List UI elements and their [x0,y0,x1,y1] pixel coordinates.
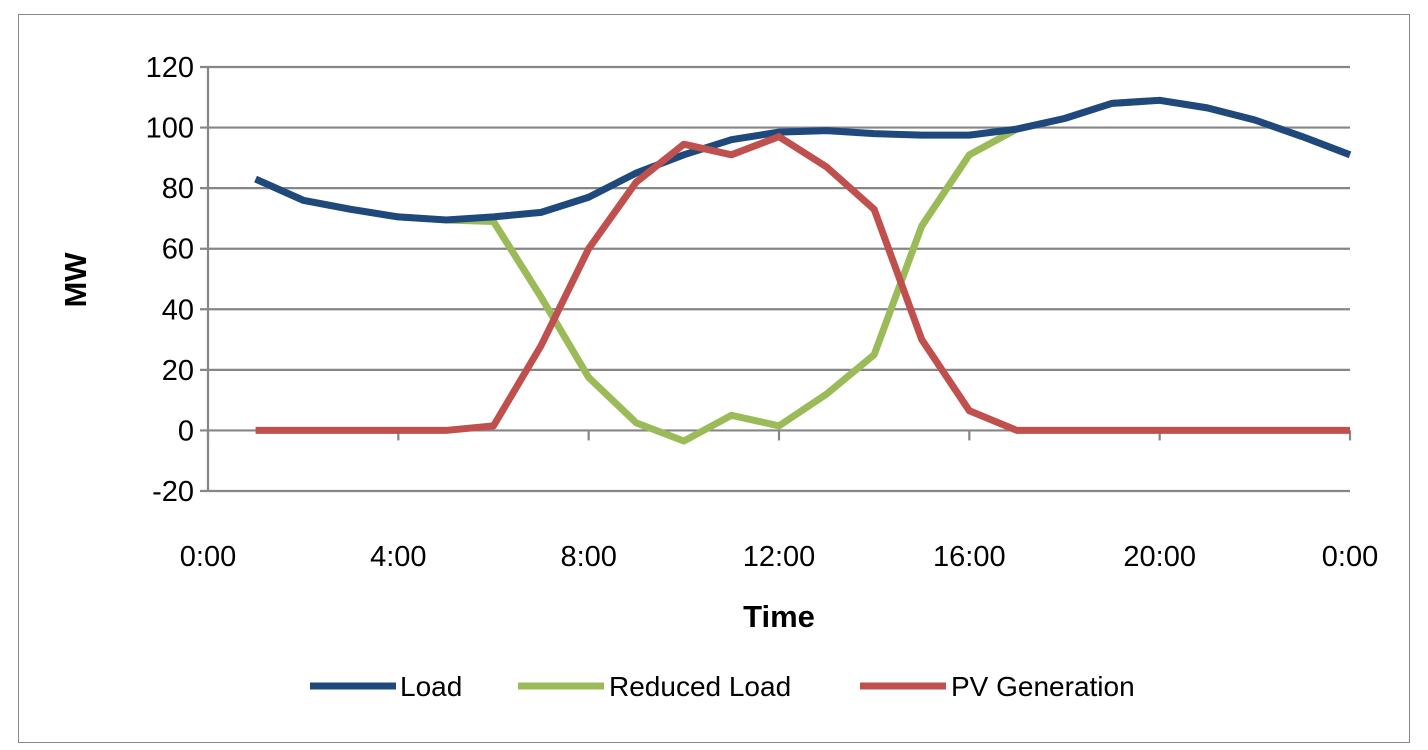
y-tick-label: 80 [162,173,194,205]
x-tick-label: 12:00 [743,541,816,573]
y-tick-label: 120 [146,52,194,84]
y-tick-label: 0 [178,415,194,447]
chart-frame [18,14,1410,743]
x-tick-label: 8:00 [560,541,616,573]
legend: Load Reduced Load PV Generation [310,671,1135,702]
series-line-load [254,96,1352,224]
legend-label: Reduced Load [609,671,791,702]
legend-label: PV Generation [951,671,1135,702]
x-tick-label: 0:00 [180,541,236,573]
x-tick-label: 20:00 [1123,541,1196,573]
x-axis-title: Time [743,599,815,634]
x-tick-label: 16:00 [933,541,1006,573]
y-tick-label: 40 [162,294,194,326]
y-tick-label: -20 [152,476,194,508]
y-axis-title: MW [58,252,93,308]
x-tick-label: 4:00 [370,541,426,573]
y-tick-label: 60 [162,234,194,266]
y-tick-label: 20 [162,355,194,387]
y-tick-label: 100 [146,113,194,145]
legend-label: Load [400,671,462,702]
x-tick-label: 0:00 [1322,541,1378,573]
series-line-pv-generation [255,133,1350,434]
